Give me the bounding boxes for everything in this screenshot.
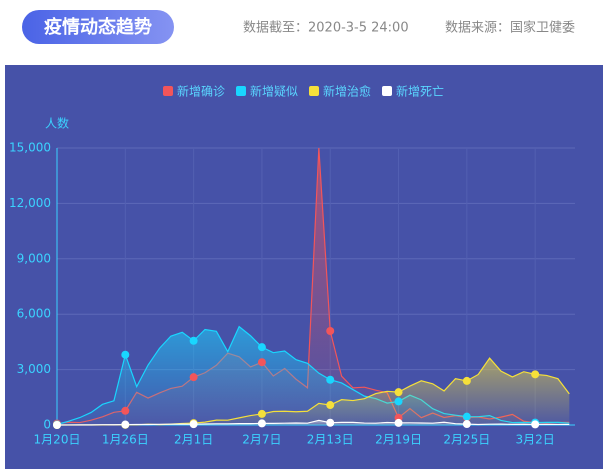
x-tick-label: 2月7日 (242, 433, 281, 447)
legend-swatch (382, 86, 392, 96)
x-tick-label: 2月1日 (174, 433, 213, 447)
x-tick-label: 1月26日 (102, 433, 149, 447)
y-tick-label: 12,000 (9, 196, 51, 210)
x-tick-label: 3月2日 (516, 433, 555, 447)
point-marker (121, 350, 130, 359)
page-title: 疫情动态趋势 (44, 16, 152, 38)
y-tick-label: 3,000 (17, 362, 51, 376)
x-tick-label: 2月25日 (443, 433, 490, 447)
point-marker (531, 370, 540, 379)
series-area (57, 420, 570, 425)
point-marker (462, 412, 471, 421)
y-tick-label: 15,000 (9, 141, 51, 155)
legend-swatch (236, 86, 246, 96)
series-area (57, 326, 570, 425)
legend-label: 新增死亡 (396, 84, 444, 99)
x-tick-label: 2月19日 (375, 433, 422, 447)
point-marker (257, 358, 266, 367)
series-line (56, 419, 570, 426)
y-tick-label: 9,000 (17, 251, 51, 265)
legend-swatch (309, 86, 319, 96)
y-tick-label: 6,000 (17, 307, 51, 321)
point-marker (257, 409, 266, 418)
point-marker (531, 420, 540, 429)
point-marker (462, 376, 471, 385)
point-marker (257, 419, 266, 428)
point-marker (394, 388, 403, 397)
title-pill (22, 10, 174, 44)
point-marker (189, 420, 198, 429)
x-tick-label: 1月20日 (34, 433, 81, 447)
point-marker (189, 336, 198, 345)
legend-swatch (163, 86, 173, 96)
point-marker (326, 401, 335, 410)
point-marker (326, 418, 335, 427)
point-marker (394, 418, 403, 427)
series-area (57, 358, 570, 425)
point-marker (394, 397, 403, 406)
legend-label: 新增确诊 (177, 84, 225, 99)
point-marker (121, 420, 130, 429)
source-label: 数据来源：国家卫健委 (445, 20, 575, 36)
x-tick-label: 2月13日 (307, 433, 354, 447)
point-marker (326, 327, 335, 336)
point-marker (326, 375, 335, 384)
point-marker (462, 420, 471, 429)
point-marker (257, 343, 266, 352)
legend-label: 新增疑似 (250, 84, 298, 99)
point-marker (53, 421, 61, 429)
point-marker (189, 373, 198, 382)
y-axis-label: 人数 (45, 116, 69, 131)
point-marker (121, 406, 130, 415)
y-tick-label: 0 (43, 418, 51, 432)
series-area (57, 148, 570, 425)
date-label: 数据截至：2020-3-5 24:00 (243, 21, 409, 36)
legend-label: 新增治愈 (323, 84, 371, 99)
